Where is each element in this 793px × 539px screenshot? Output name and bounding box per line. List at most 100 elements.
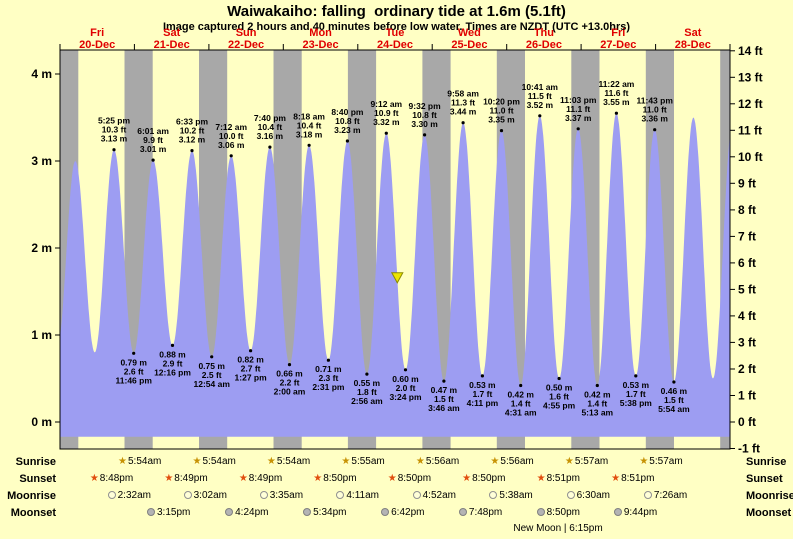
- sunset-time-text: 8:50pm: [472, 473, 506, 484]
- moonrise-icon: [183, 491, 192, 499]
- high-tide-label: 10.2 ft: [180, 126, 205, 136]
- tide-point-dot: [634, 374, 638, 378]
- high-tide-label: 6:33 pm: [176, 117, 209, 127]
- tide-point-dot: [499, 129, 504, 133]
- moonrise-icon: [412, 491, 421, 499]
- tide-point-dot: [653, 128, 657, 132]
- y-axis-label-m: 2 m: [31, 241, 52, 255]
- moonset-time-text: 8:50pm: [546, 507, 580, 518]
- low-tide-label: 12:54 am: [194, 379, 231, 389]
- moonrise-icon: [336, 491, 345, 499]
- low-tide-label: 5:38 pm: [620, 398, 653, 408]
- moonset-icon: [613, 508, 622, 516]
- low-tide-label: 3:24 pm: [389, 392, 422, 402]
- tide-point-dot: [112, 148, 116, 152]
- low-tide-label: 2:00 am: [274, 387, 306, 397]
- low-tide-label: 0.71 m: [315, 364, 342, 374]
- high-tide-label: 11.5 ft: [528, 91, 552, 101]
- high-tide-label: 3.55 m: [603, 97, 630, 107]
- high-tide-label: 7:12 am: [215, 122, 247, 132]
- y-axis-label-ft: -1 ft: [738, 442, 760, 456]
- low-tide-label: 0.50 m: [546, 383, 573, 393]
- sunset-time-text: 8:49pm: [248, 473, 283, 484]
- astro-row-label-moonrise: Moonrise: [746, 490, 793, 502]
- high-tide-label: 3.18 m: [296, 129, 323, 139]
- sunset-entry: ★8:50pm: [305, 473, 365, 484]
- sunset-icon: ★: [238, 473, 248, 484]
- high-tide-label: 10.4 ft: [258, 122, 283, 132]
- low-tide-label: 2.3 ft: [318, 373, 338, 383]
- sunset-time-text: 8:50pm: [397, 473, 432, 484]
- y-axis-label-ft: 7 ft: [738, 229, 756, 243]
- moonrise-icon: [566, 491, 575, 499]
- high-tide-label: 11.6 ft: [604, 88, 628, 98]
- moonset-time-text: 7:48pm: [468, 507, 503, 518]
- tide-point-dot: [287, 363, 292, 367]
- moonrise-icon: [107, 491, 116, 499]
- high-tide-label: 3.32 m: [373, 117, 400, 127]
- day-name-label: Fri: [90, 27, 104, 39]
- low-tide-label: 12:16 pm: [154, 367, 191, 377]
- moonset-time-text: 3:15pm: [157, 507, 191, 518]
- sunrise-entry: ★5:55am: [333, 456, 393, 467]
- moonrise-icon: [643, 491, 652, 499]
- low-tide-label: 2.5 ft: [202, 370, 222, 380]
- low-tide-label: 1.4 ft: [587, 399, 607, 409]
- sunrise-time-text: 5:54am: [202, 456, 236, 467]
- low-tide-label: 4:55 pm: [543, 401, 576, 411]
- day-date-label: 26-Dec: [526, 39, 562, 51]
- sunrise-entry: ★5:54am: [110, 456, 170, 467]
- moonset-icon: [225, 508, 234, 516]
- y-axis-label-ft: 5 ft: [738, 282, 756, 296]
- tide-point-dot: [442, 379, 446, 383]
- sunset-entry: ★8:49pm: [156, 473, 216, 484]
- low-tide-label: 0.75 m: [198, 361, 225, 371]
- low-tide-label: 0.55 m: [354, 378, 381, 388]
- moonrise-time-text: 4:52am: [422, 490, 456, 501]
- high-tide-label: 10.0 ft: [219, 131, 244, 141]
- moonset-entry: 4:24pm: [217, 507, 277, 518]
- high-tide-label: 9:12 am: [370, 99, 402, 109]
- high-tide-label: 3.06 m: [218, 140, 245, 150]
- tide-point-dot: [132, 351, 136, 355]
- low-tide-label: 2:56 am: [351, 396, 383, 406]
- high-tide-label: 11:03 pm: [560, 95, 597, 105]
- sunset-time-text: 8:49pm: [174, 473, 208, 484]
- y-axis-label-ft: 10 ft: [738, 150, 763, 164]
- sunrise-time-text: 5:56am: [500, 456, 534, 467]
- moonset-icon: [381, 508, 390, 516]
- moonrise-time-text: 5:38am: [499, 490, 533, 501]
- low-tide-label: 2.2 ft: [280, 378, 300, 388]
- sunset-icon: ★: [89, 473, 99, 484]
- tide-point-dot: [538, 114, 542, 118]
- low-tide-label: 1.6 ft: [549, 392, 569, 402]
- day-name-label: Wed: [458, 27, 481, 39]
- high-tide-label: 10.8 ft: [412, 110, 437, 120]
- sunset-icon: ★: [536, 473, 546, 484]
- astro-row-label-moonset: Moonset: [10, 507, 56, 519]
- y-axis-label-m: 3 m: [31, 154, 52, 168]
- moonrise-time-text: 3:02am: [193, 490, 227, 501]
- low-tide-label: 4:11 pm: [467, 398, 499, 408]
- tide-point-dot: [519, 383, 523, 388]
- moonrise-entry: 3:35am: [251, 490, 311, 501]
- y-axis-label-m: 4 m: [31, 67, 52, 81]
- high-tide-label: 11:22 am: [598, 79, 634, 89]
- tide-point-dot: [672, 380, 676, 384]
- sunrise-icon: ★: [192, 456, 202, 467]
- high-tide-label: 6:01 am: [137, 126, 169, 136]
- high-tide-label: 3.13 m: [101, 134, 128, 144]
- sunrise-entry: ★5:54am: [259, 456, 319, 467]
- sunset-entry: ★8:51pm: [603, 473, 663, 484]
- low-tide-label: 5:13 am: [581, 408, 613, 418]
- low-tide-label: 4:31 am: [505, 408, 537, 418]
- low-tide-label: 0.88 m: [159, 349, 186, 359]
- sunset-time-text: 8:51pm: [621, 473, 655, 484]
- sunrise-icon: ★: [639, 456, 649, 467]
- moonset-icon: [536, 508, 545, 516]
- sunset-entry: ★8:50pm: [454, 473, 514, 484]
- sunrise-time-text: 5:54am: [127, 456, 162, 467]
- sunrise-entry: ★5:57am: [557, 456, 617, 467]
- day-date-label: 27-Dec: [600, 39, 636, 51]
